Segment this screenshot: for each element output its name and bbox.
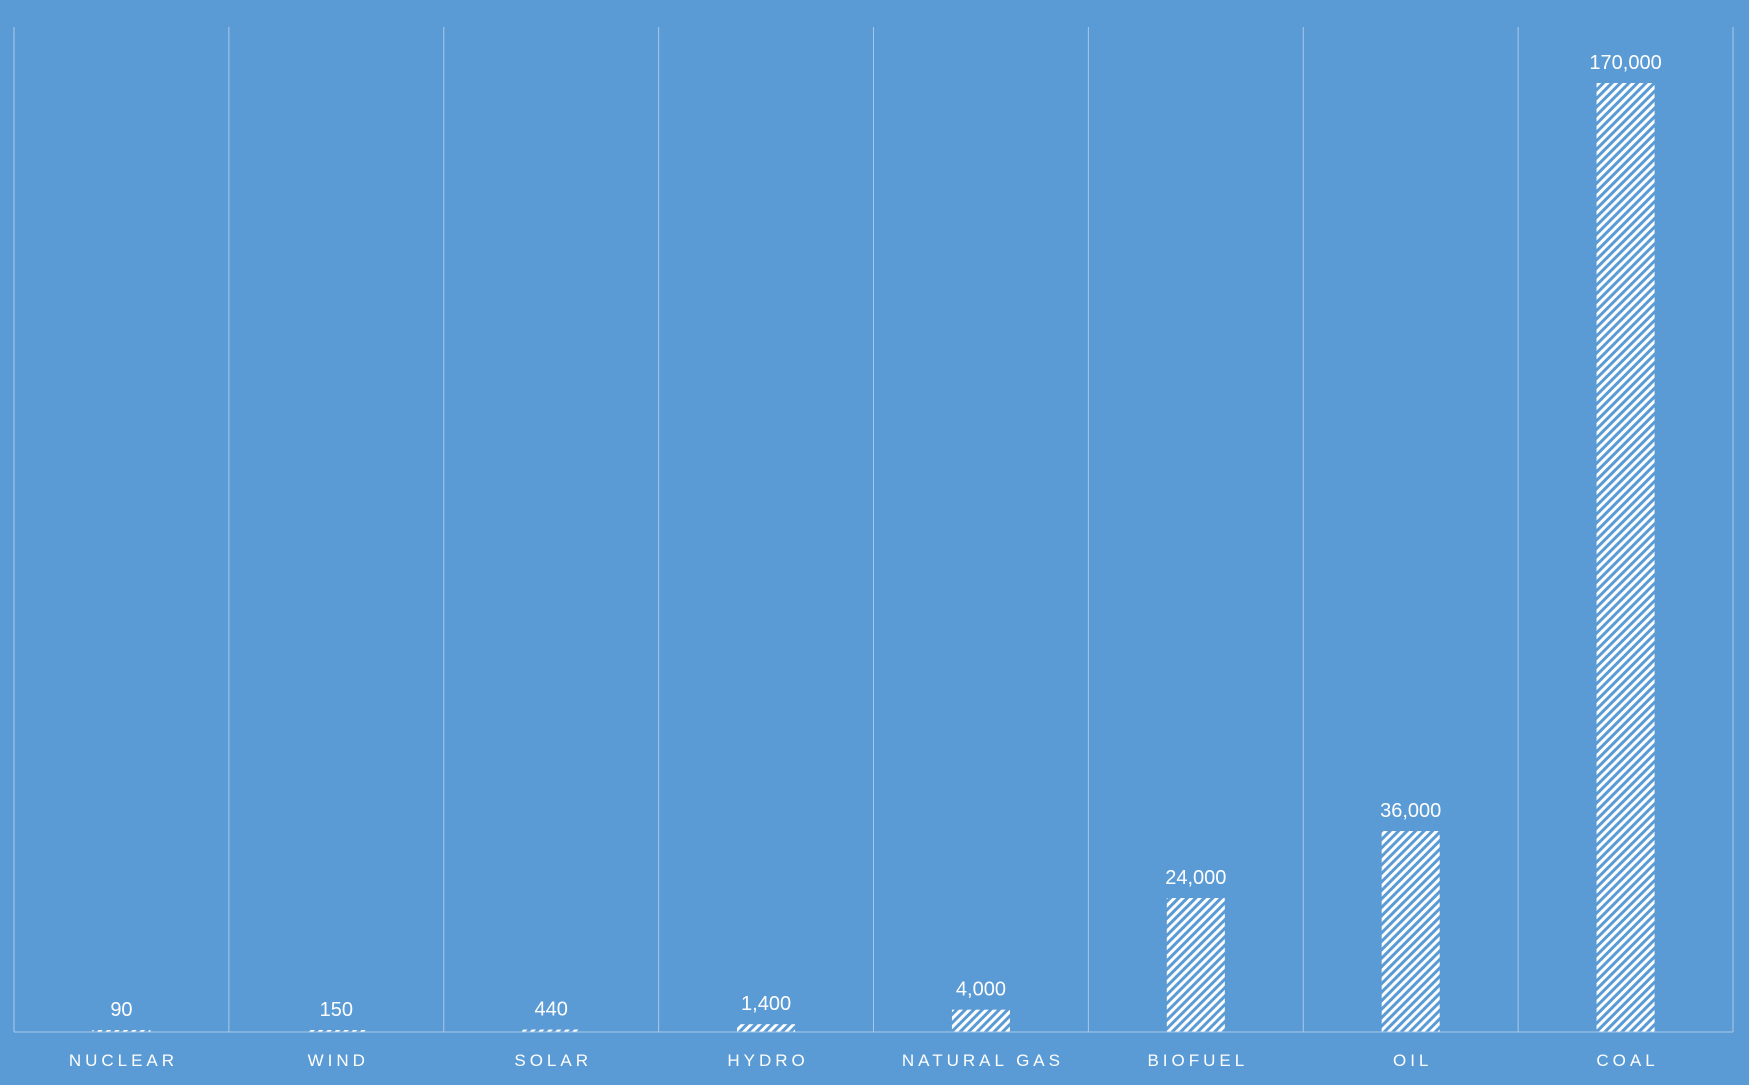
x-tick-label: NATURAL GAS <box>902 1051 1064 1070</box>
data-label: 24,000 <box>1165 867 1226 889</box>
x-tick-label: OIL <box>1393 1051 1432 1070</box>
bar-coal <box>1596 83 1655 1032</box>
x-tick-label: SOLAR <box>514 1051 592 1070</box>
x-tick-label: COAL <box>1596 1051 1658 1070</box>
bar-biofuel <box>1166 898 1225 1032</box>
x-tick-label: HYDRO <box>727 1051 808 1070</box>
gridlines <box>13 27 1734 1032</box>
x-tick-label: BIOFUEL <box>1147 1051 1248 1070</box>
data-label: 36,000 <box>1380 800 1441 822</box>
bar-nuclear <box>92 1030 151 1032</box>
data-label: 440 <box>535 999 568 1021</box>
bar-wind <box>307 1030 366 1032</box>
bar-hydro <box>737 1024 796 1032</box>
bar-natural-gas <box>951 1009 1010 1032</box>
x-tick-label: WIND <box>308 1051 369 1070</box>
bar-oil <box>1381 831 1440 1032</box>
data-label: 150 <box>320 999 353 1021</box>
data-label: 4,000 <box>956 979 1006 1001</box>
data-labels: 90 150 440 1,400 4,000 24,000 36,000 170,000 <box>110 52 1661 1021</box>
bar-solar <box>522 1029 581 1032</box>
x-tick-label: NUCLEAR <box>69 1051 178 1070</box>
bars <box>92 83 1655 1032</box>
data-label: 170,000 <box>1589 52 1661 74</box>
data-label: 1,400 <box>741 993 791 1015</box>
x-axis: NUCLEAR WIND SOLAR HYDRO NATURAL GAS BIOFUEL O… <box>14 1031 1733 1070</box>
data-label: 90 <box>110 999 132 1021</box>
